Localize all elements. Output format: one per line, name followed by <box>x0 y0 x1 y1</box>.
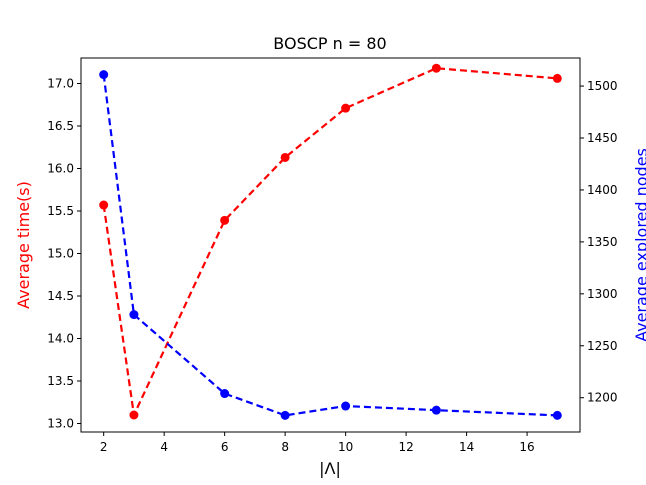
nodes-data-point <box>552 410 562 420</box>
time-data-point <box>280 152 290 162</box>
x-tick-label: 8 <box>281 440 289 454</box>
left-y-tick-label: 14.0 <box>47 332 74 346</box>
nodes-data-point <box>99 70 109 80</box>
series-layer <box>99 63 562 420</box>
nodes-data-point <box>220 389 230 399</box>
nodes-data-point <box>341 401 351 411</box>
left-y-axis: 13.0 13.5 14.0 14.5 15.0 15.5 16.0 16.5 17.0 <box>47 77 81 431</box>
x-tick-label: 6 <box>221 440 229 454</box>
right-y-tick-label: 1200 <box>587 391 618 405</box>
left-y-tick-label: 16.5 <box>47 119 74 133</box>
x-tick-label: 4 <box>160 440 168 454</box>
nodes-data-point <box>280 410 290 420</box>
x-axis-label: |Λ| <box>319 459 341 478</box>
x-tick-label: 14 <box>459 440 474 454</box>
time-data-point <box>99 200 109 210</box>
x-tick-label: 16 <box>519 440 534 454</box>
right-y-axis-label: Average explored nodes <box>632 148 646 342</box>
x-tick-label: 10 <box>338 440 353 454</box>
chart-title: BOSCP n = 80 <box>273 34 386 53</box>
time-data-point <box>220 215 230 225</box>
left-y-tick-label: 15.5 <box>47 204 74 218</box>
time-data-point <box>341 103 351 113</box>
right-y-tick-label: 1300 <box>587 287 618 301</box>
right-y-axis: 1200 1250 1300 1350 1400 1450 1500 <box>580 79 618 405</box>
left-y-tick-label: 16.0 <box>47 162 74 176</box>
x-tick-label: 12 <box>398 440 413 454</box>
right-y-tick-label: 1400 <box>587 183 618 197</box>
left-y-tick-label: 13.5 <box>47 374 74 388</box>
right-y-tick-label: 1350 <box>587 235 618 249</box>
x-tick-label: 2 <box>100 440 108 454</box>
nodes-data-point <box>431 405 441 415</box>
left-y-tick-label: 14.5 <box>47 289 74 303</box>
left-y-axis-label: Average time(s) <box>14 181 33 309</box>
right-y-tick-label: 1450 <box>587 131 618 145</box>
time-data-point <box>129 410 139 420</box>
right-y-tick-label: 1250 <box>587 339 618 353</box>
time-data-point <box>552 73 562 83</box>
nodes-data-point <box>129 310 139 320</box>
time-series-line <box>102 67 558 419</box>
x-axis: 2 4 6 8 10 12 14 16 <box>100 432 535 454</box>
nodes-series-line <box>102 74 558 417</box>
left-y-tick-label: 17.0 <box>47 77 74 91</box>
time-data-point <box>431 63 441 73</box>
left-y-tick-label: 15.0 <box>47 247 74 261</box>
left-y-tick-label: 13.0 <box>47 417 74 431</box>
right-y-tick-label: 1500 <box>587 79 618 93</box>
plot-frame <box>80 57 581 433</box>
